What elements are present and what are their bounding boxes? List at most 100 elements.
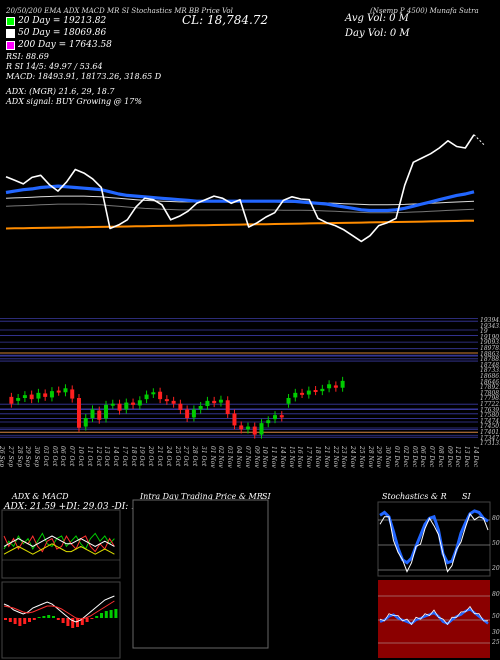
candle-body (327, 384, 332, 389)
macd-histogram-bar (109, 610, 113, 618)
candle-body (43, 393, 48, 397)
sma50-band-line (5, 203, 475, 214)
macd-histogram-bar (114, 609, 118, 618)
price-level-label: 17892.41 (480, 384, 500, 392)
candle-body (110, 403, 115, 406)
price-level-label: 17474.62 (480, 417, 500, 425)
candle-body (178, 403, 183, 410)
sma200-label: 200 Day = 17643.58 (18, 40, 112, 50)
candle-body (266, 420, 271, 424)
mrsi-panel (378, 580, 490, 658)
price-level-label: 17722.56 (480, 401, 500, 408)
abbr-line: 20/50/200 EMA ADX MACD MR SI Stochastics… (6, 7, 233, 15)
price-level-label: 19 (480, 328, 488, 336)
candle-body (212, 400, 217, 404)
macd-line (3, 595, 115, 623)
mrsi-tick-label: 50 (492, 613, 500, 620)
candle-body (245, 426, 250, 430)
macd-histogram-bar (80, 618, 84, 625)
top-line: (Nsemp P 4500) Munafa Sutra (370, 7, 479, 15)
mrsi-signal-line (379, 605, 488, 626)
price-level-label: 19394.33 (480, 317, 500, 324)
candle-body (90, 409, 95, 418)
sma50-label: 50 Day = 18069.86 (18, 28, 107, 38)
price-level-label: 17798.13 (480, 395, 500, 403)
sma20-label: 20 Day = 19213.82 (18, 16, 107, 26)
candle-body (9, 396, 14, 404)
adx-line (3, 543, 115, 555)
macd-histogram-bar (37, 617, 41, 618)
intraday-si: SI (262, 492, 271, 501)
price-level-label: 17450.97 (480, 423, 500, 431)
candle-body (49, 391, 54, 398)
adx-macd-title: ADX & MACD (12, 492, 69, 501)
macd-histogram-bar (13, 618, 17, 624)
price-level-label: 18733.56 (480, 367, 500, 375)
mrsi-tick-label: 80 (492, 591, 500, 598)
candle-body (225, 400, 230, 414)
candle-body (36, 392, 41, 399)
candle-body (117, 403, 122, 411)
price-level-label: 19343.72 (480, 322, 500, 330)
candle-body (104, 404, 109, 419)
macd-histogram-bar (56, 618, 60, 620)
macd-histogram-bar (52, 616, 55, 618)
adx-label: ADX: (MGR) 21.6, 29, 18.7 (6, 87, 115, 96)
macd-histogram-bar (32, 618, 36, 620)
candle-body (144, 394, 149, 400)
price-level-label: 17347.95 (480, 434, 500, 442)
candle-body (22, 395, 27, 398)
avg-vol-label: Avg Vol: 0 M (345, 13, 409, 24)
candle-body (340, 380, 345, 388)
day-vol-label: Day Vol: 0 M (345, 28, 410, 39)
candle-body (259, 423, 264, 435)
macd-histogram-bar (66, 618, 70, 626)
macd-histogram-bar (42, 616, 46, 618)
macd-histogram-bar (23, 618, 27, 624)
candle-body (313, 390, 318, 392)
rs-label: R SI 14/5: 49.97 / 53.64 (6, 62, 103, 71)
stoch-title: Stochastics & R (382, 492, 447, 501)
candle-body (286, 398, 291, 404)
price-level-label: 18863.05 (480, 350, 500, 358)
macd-histogram-bar (71, 618, 75, 628)
macd-histogram-bar (104, 611, 108, 618)
candle-body (151, 392, 156, 395)
stochastic-tick-label: 80 (492, 515, 500, 522)
price-level-label: 17313.64 (480, 440, 500, 448)
candle-body (232, 413, 237, 426)
price-level-label: 18686.27 (480, 373, 500, 380)
macd-histogram-bar (61, 618, 65, 623)
macd-panel (1, 581, 121, 659)
candle-body (171, 400, 176, 404)
mrsi-tick-label: 30 (492, 629, 500, 636)
candle-body (97, 410, 102, 420)
candle-body (279, 415, 284, 418)
adx-panel (1, 509, 121, 579)
macd-histogram-bar (28, 618, 31, 622)
mrsi-line (379, 607, 489, 625)
macd-line (3, 600, 115, 620)
price-level-label: 17808.68 (480, 389, 500, 397)
macd-label: MACD: 18493.91, 18173.26, 318.65 D (6, 72, 162, 81)
candle-body (63, 388, 68, 393)
stochastic-d-line (379, 512, 489, 573)
candle-body (16, 398, 21, 401)
macd-histogram-bar (8, 618, 12, 622)
macd-histogram-bar (76, 618, 79, 627)
candle-body (320, 388, 325, 392)
candle-body (239, 425, 244, 430)
intraday-panel (132, 499, 269, 649)
candlestick-chart (0, 317, 478, 439)
price-level-label: 18748.65 (480, 361, 500, 369)
sma20-swatch (6, 17, 15, 26)
stochastic-tick-label: 20 (492, 565, 500, 572)
adx-line (3, 535, 115, 547)
candle-body (306, 390, 311, 395)
macd-histogram-bar (47, 615, 51, 618)
candle-body (137, 400, 142, 406)
candle-body (300, 392, 305, 395)
candle-body (83, 418, 88, 427)
candle-body (70, 389, 75, 399)
